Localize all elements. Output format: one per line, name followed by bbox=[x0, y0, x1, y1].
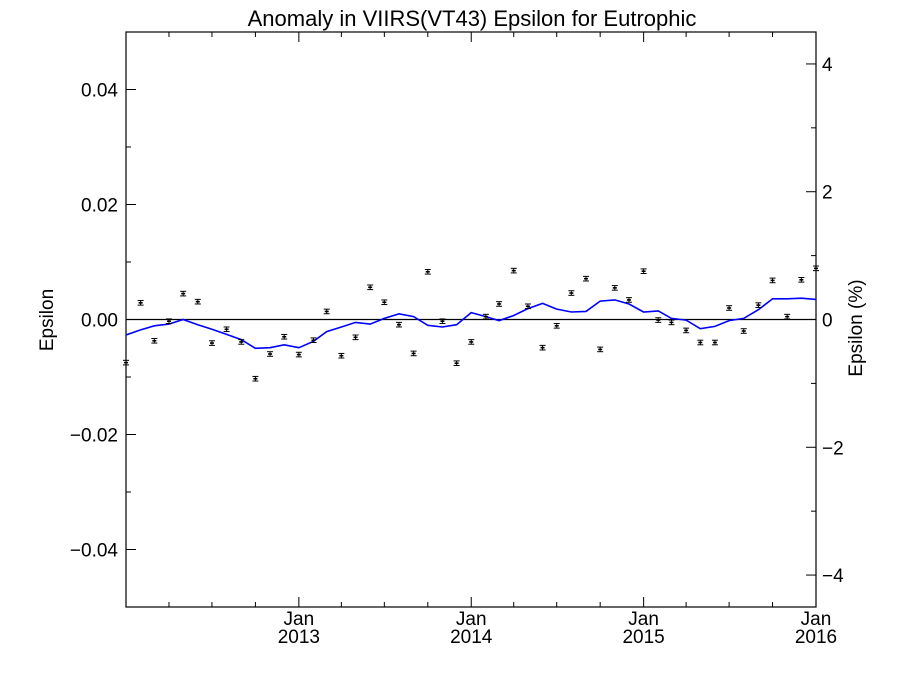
data-point bbox=[510, 267, 517, 274]
data-point bbox=[410, 350, 417, 357]
data-point bbox=[683, 327, 690, 334]
x-tick-label-year: 2014 bbox=[450, 627, 493, 648]
data-point bbox=[453, 360, 460, 366]
axis-ticks bbox=[125, 31, 817, 608]
y-tick-label: −0.02 bbox=[70, 426, 118, 447]
data-point bbox=[568, 290, 575, 296]
data-point bbox=[524, 303, 531, 310]
data-point bbox=[208, 340, 215, 346]
data-point bbox=[496, 301, 503, 307]
data-point bbox=[352, 334, 359, 341]
tick-labels: 0.040.020.00−0.02−0.04420−2−4Jan2013Jan2… bbox=[70, 55, 844, 648]
data-point bbox=[238, 339, 245, 345]
data-point bbox=[813, 265, 819, 272]
data-point bbox=[424, 268, 431, 275]
data-point bbox=[611, 285, 618, 291]
data-point bbox=[281, 333, 288, 340]
x-tick-label-month: Jan bbox=[456, 609, 487, 630]
data-point bbox=[482, 313, 489, 320]
chart-title: Anomaly in VIIRS(VT43) Epsilon for Eutro… bbox=[248, 6, 697, 31]
data-point bbox=[539, 344, 546, 351]
y-axis-label-right: Epsilon (%) bbox=[846, 279, 867, 376]
y-tick-label: −0.04 bbox=[70, 541, 119, 562]
data-point bbox=[323, 308, 330, 315]
data-point bbox=[798, 277, 805, 283]
data-point bbox=[655, 317, 662, 323]
data-point bbox=[697, 339, 704, 346]
data-point bbox=[439, 318, 446, 325]
data-point bbox=[223, 326, 230, 333]
x-tick-label-month: Jan bbox=[801, 609, 832, 630]
x-tick-label-month: Jan bbox=[628, 609, 659, 630]
data-point bbox=[267, 351, 274, 357]
data-point bbox=[395, 321, 402, 328]
y-tick-label: 0.00 bbox=[81, 311, 118, 332]
x-tick-label-year: 2013 bbox=[278, 627, 320, 648]
x-tick-label-year: 2015 bbox=[622, 627, 664, 648]
y-right-tick-label: −4 bbox=[822, 566, 844, 587]
data-point bbox=[381, 299, 388, 306]
data-point bbox=[194, 298, 201, 305]
data-point bbox=[597, 346, 604, 353]
data-point bbox=[583, 275, 589, 282]
data-point bbox=[252, 375, 259, 382]
data-point bbox=[726, 305, 733, 311]
data-point bbox=[367, 284, 374, 291]
y-right-tick-label: 4 bbox=[822, 55, 833, 76]
y-right-tick-label: −2 bbox=[822, 438, 844, 459]
data-point bbox=[137, 300, 144, 306]
data-marks bbox=[123, 265, 819, 382]
data-point bbox=[151, 337, 158, 344]
y-tick-label: 0.04 bbox=[81, 81, 118, 102]
data-point bbox=[310, 337, 317, 343]
data-point bbox=[338, 352, 345, 359]
y-right-tick-label: 2 bbox=[822, 183, 833, 204]
data-point bbox=[625, 297, 632, 303]
data-point bbox=[769, 277, 776, 284]
data-point bbox=[180, 290, 187, 297]
data-point bbox=[755, 302, 762, 308]
data-point bbox=[553, 323, 560, 329]
data-point bbox=[668, 319, 675, 326]
data-point bbox=[711, 339, 718, 346]
x-tick-label-month: Jan bbox=[284, 609, 315, 630]
data-point bbox=[295, 351, 302, 358]
x-tick-label-year: 2016 bbox=[795, 627, 837, 648]
y-axis-label: Epsilon bbox=[37, 289, 58, 351]
data-point bbox=[640, 268, 647, 274]
y-tick-label: 0.02 bbox=[81, 196, 118, 217]
data-point bbox=[123, 359, 129, 366]
data-point bbox=[165, 318, 172, 325]
y-right-tick-label: 0 bbox=[822, 311, 833, 332]
data-point bbox=[740, 328, 747, 334]
data-point bbox=[468, 339, 475, 345]
data-point bbox=[784, 313, 791, 320]
